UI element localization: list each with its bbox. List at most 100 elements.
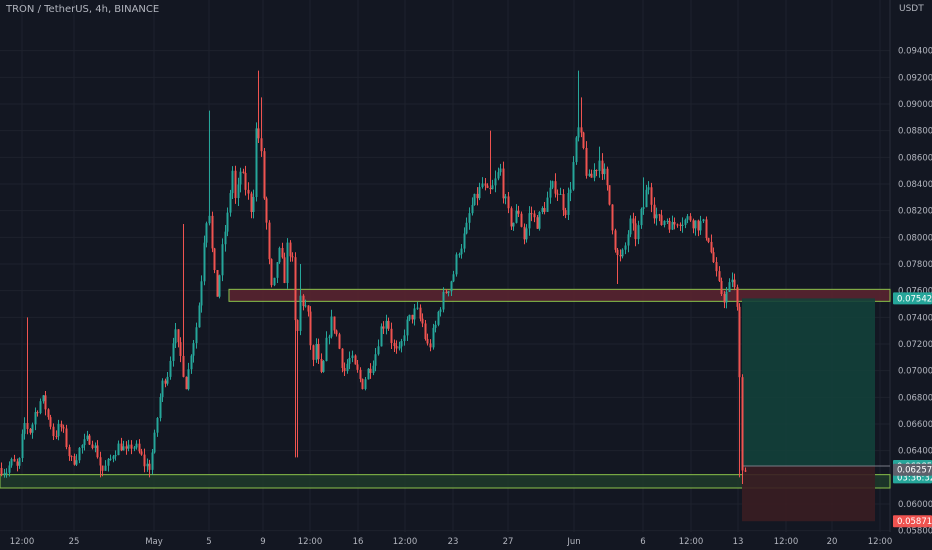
candle-body [458,254,461,256]
candle-body [434,324,437,328]
candle-body [354,355,357,365]
candle-body [182,355,185,377]
candle-body [439,309,442,312]
candle-body [195,327,198,344]
candle-body [244,172,247,190]
candle-body [364,379,367,390]
candle-body [564,210,567,215]
candle-body [44,395,47,410]
candle-body [658,214,661,216]
zone-support [0,474,891,489]
candle-body [73,456,76,465]
candle-body [341,348,344,368]
candle-body [317,343,320,360]
candle-body [208,215,211,224]
candle-body [660,215,663,226]
candle-body [380,326,383,347]
candle-body [512,222,515,227]
candle-body [226,212,229,232]
candle-body [627,234,630,246]
candle-body [741,377,744,471]
candle-body [75,460,78,465]
candle-body [47,409,50,418]
long-position-tool[interactable] [742,298,890,522]
y-tick-label: 0.07600 [898,287,932,297]
candle-body [632,218,635,224]
y-tick-label: 0.07800 [898,260,932,270]
y-tick-label: 0.08600 [898,153,932,163]
candle-body [598,160,601,171]
candle-body [393,342,396,346]
price-label-box [893,463,932,476]
candle-body [252,197,255,212]
candle-body [356,364,359,370]
candle-body [265,198,268,223]
candle-body [699,221,702,231]
price-axis[interactable]: 0.09400 0.09200 0.09000 0.08800 0.08600 0.084… [898,47,932,537]
candle-body [104,465,107,471]
candle-body [299,295,302,331]
candle-body [348,358,351,364]
candle-body [367,368,370,380]
candle-body [645,189,648,208]
candle-body [697,220,700,231]
candle-body [684,219,687,225]
candle-body [712,252,715,263]
candle-body [177,329,180,343]
time-axis[interactable]: 12:00 25 May 5 9 12:00 16 12:00 23 27 Jun 6 12:00 13 1… [10,537,893,547]
candle-body [567,193,570,215]
candle-body [187,369,190,390]
candle-body [3,473,6,475]
candle-body [369,368,372,373]
candle-body [159,397,162,419]
candle-body [582,132,585,148]
candle-body [23,423,26,434]
candle-body [523,226,526,240]
candle-body [247,189,250,194]
x-tick-label: 5 [206,537,211,547]
candle-body [486,185,489,188]
price-label-box [893,292,932,305]
price-label-text: 0.05871 [897,517,932,527]
candle-body [273,277,276,286]
candle-body [211,215,214,249]
candle-body [143,454,146,467]
candle-body [663,220,666,226]
y-tick-label: 0.06800 [898,393,932,403]
candle-body [738,306,741,378]
candle-body [637,225,640,240]
candle-body [346,363,349,372]
x-tick-label: 16 [353,537,364,547]
candle-body [390,328,393,343]
candle-body [94,445,97,448]
candle-body [125,446,128,449]
y-tick-label: 0.08400 [898,180,932,190]
candle-body [39,401,42,414]
candle-body [190,355,193,370]
candle-body [164,380,167,384]
x-tick-label: 12:00 [868,537,893,547]
candle-body [481,183,484,188]
candle-body [543,208,546,212]
x-tick-label: 23 [448,537,459,547]
candle-body [478,187,481,199]
candle-body [70,456,73,458]
candle-body [460,248,463,255]
candle-body [377,346,380,355]
candle-body [710,241,713,253]
y-tick-label: 0.09000 [898,100,932,110]
candle-body [421,318,424,324]
candle-body [174,329,177,344]
x-tick-label: 12:00 [393,537,418,547]
candle-body [452,274,455,282]
candle-body [707,238,710,242]
candle-body [315,343,318,360]
candle-body [55,436,58,438]
candle-body [312,345,315,360]
candle-body [705,219,708,239]
candle-body [338,334,341,349]
candle-body [26,423,29,429]
candle-body [216,270,219,297]
candle-body [736,287,739,307]
